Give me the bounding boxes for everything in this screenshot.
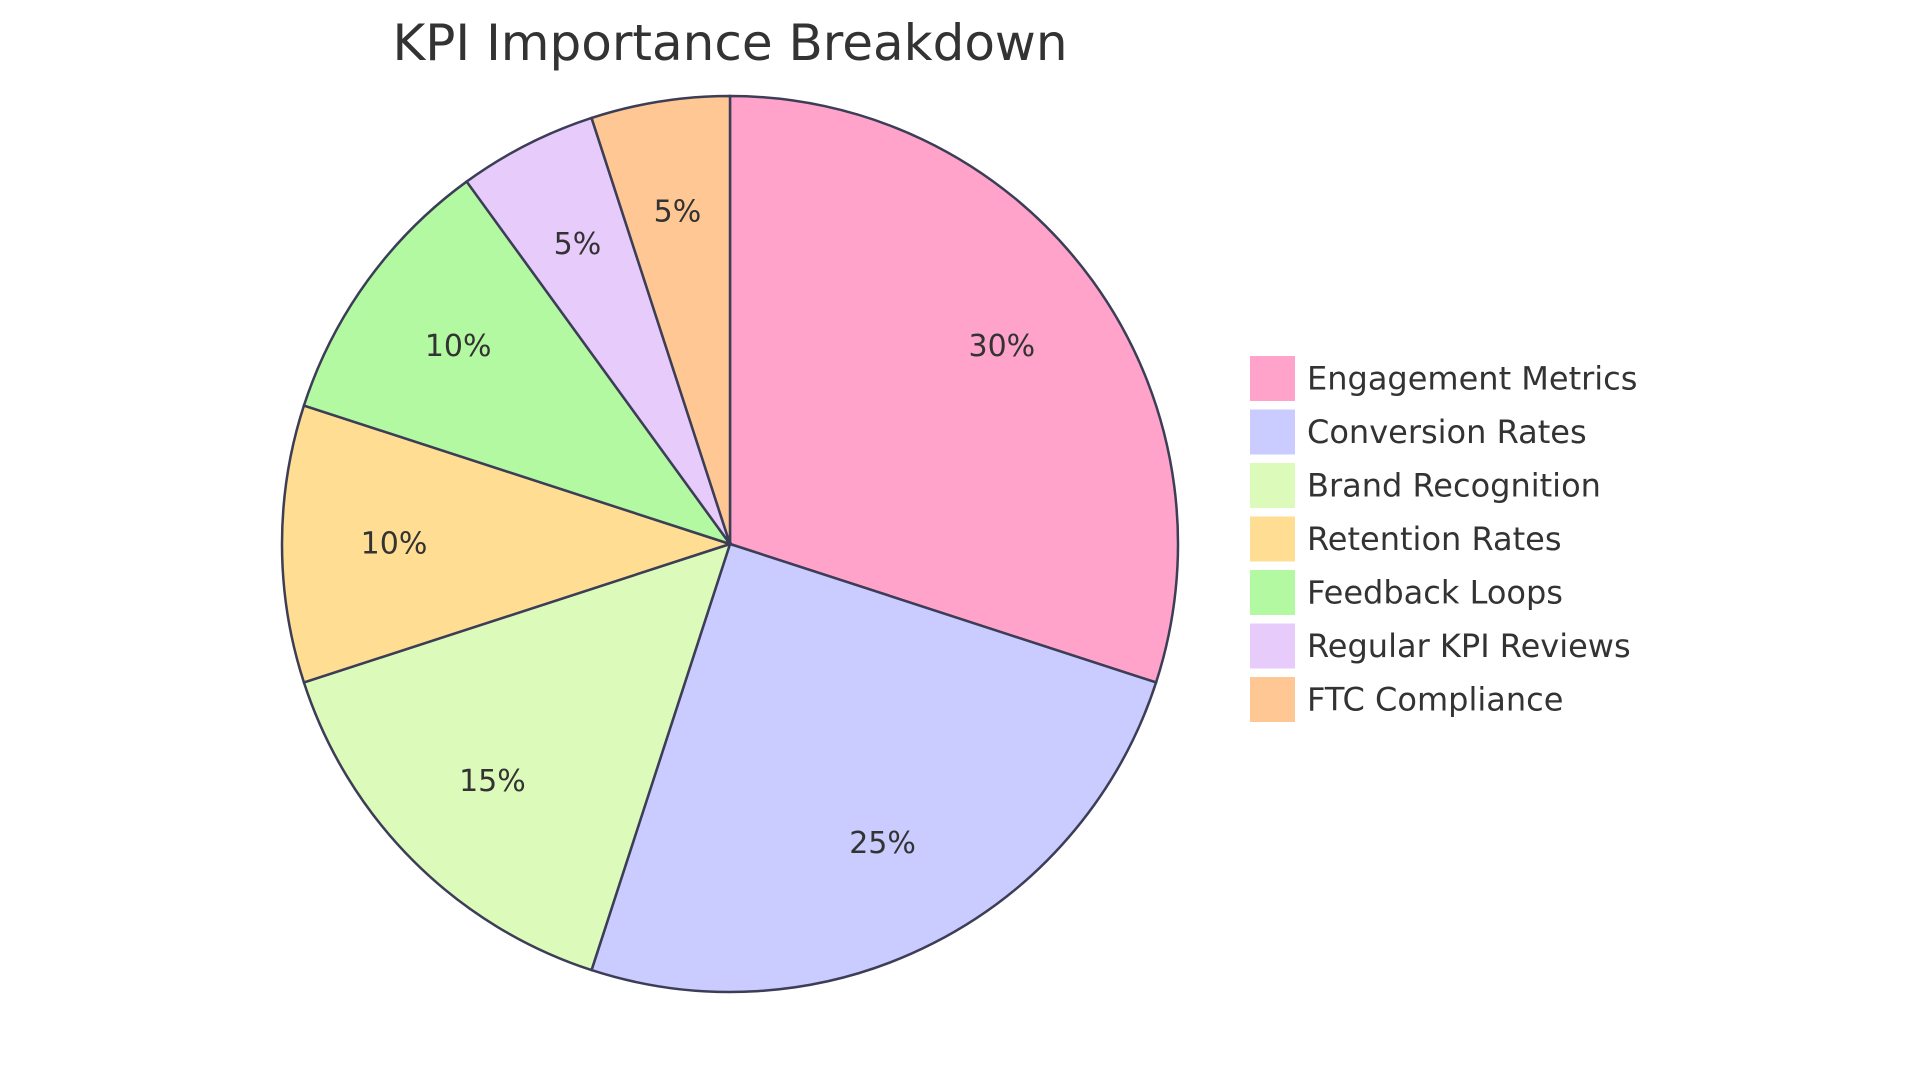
- legend-label-conversion-rates: Conversion Rates: [1307, 413, 1587, 451]
- legend-label-engagement-metrics: Engagement Metrics: [1307, 360, 1637, 398]
- slice-label-retention-rates: 10%: [361, 527, 428, 562]
- legend-label-regular-kpi-reviews: Regular KPI Reviews: [1307, 627, 1631, 665]
- legend-swatch-retention-rates: [1250, 516, 1295, 562]
- legend-swatch-conversion-rates: [1250, 409, 1295, 455]
- legend-swatch-feedback-loops: [1250, 570, 1295, 615]
- legend-swatch-ftc-compliance: [1250, 677, 1295, 722]
- chart-title: KPI Importance Breakdown: [392, 14, 1067, 72]
- pie-slice-conversion-rates: [589, 542, 1158, 994]
- slice-label-ftc-compliance: 5%: [654, 195, 702, 230]
- pie-slice-retention-rates: [280, 403, 735, 685]
- slice-label-conversion-rates: 25%: [849, 826, 916, 861]
- pie-slice-ftc-compliance: [589, 94, 732, 545]
- legend-label-ftc-compliance: FTC Compliance: [1307, 681, 1563, 719]
- legend-swatch-brand-recognition: [1250, 463, 1295, 508]
- pie-slice-engagement-metrics: [728, 94, 1180, 685]
- pie-slice-feedback-loops: [302, 179, 734, 547]
- legend-swatch-regular-kpi-reviews: [1250, 623, 1295, 669]
- legend-label-brand-recognition: Brand Recognition: [1307, 467, 1601, 505]
- legend-swatch-engagement-metrics: [1250, 356, 1295, 401]
- slice-label-brand-recognition: 15%: [459, 764, 526, 799]
- pie-slices: [280, 94, 1180, 994]
- slice-label-regular-kpi-reviews: 5%: [554, 227, 602, 262]
- pie-slice-brand-recognition: [302, 542, 732, 972]
- legend-label-retention-rates: Retention Rates: [1307, 520, 1562, 558]
- pie-slice-labels: 30% 25% 15% 10% 10% 5% 5%: [361, 195, 1036, 861]
- legend: Engagement Metrics Conversion Rates Brand …: [1250, 356, 1637, 722]
- slice-label-engagement-metrics: 30%: [968, 329, 1035, 364]
- legend-label-feedback-loops: Feedback Loops: [1307, 574, 1563, 612]
- slice-label-feedback-loops: 10%: [425, 329, 492, 364]
